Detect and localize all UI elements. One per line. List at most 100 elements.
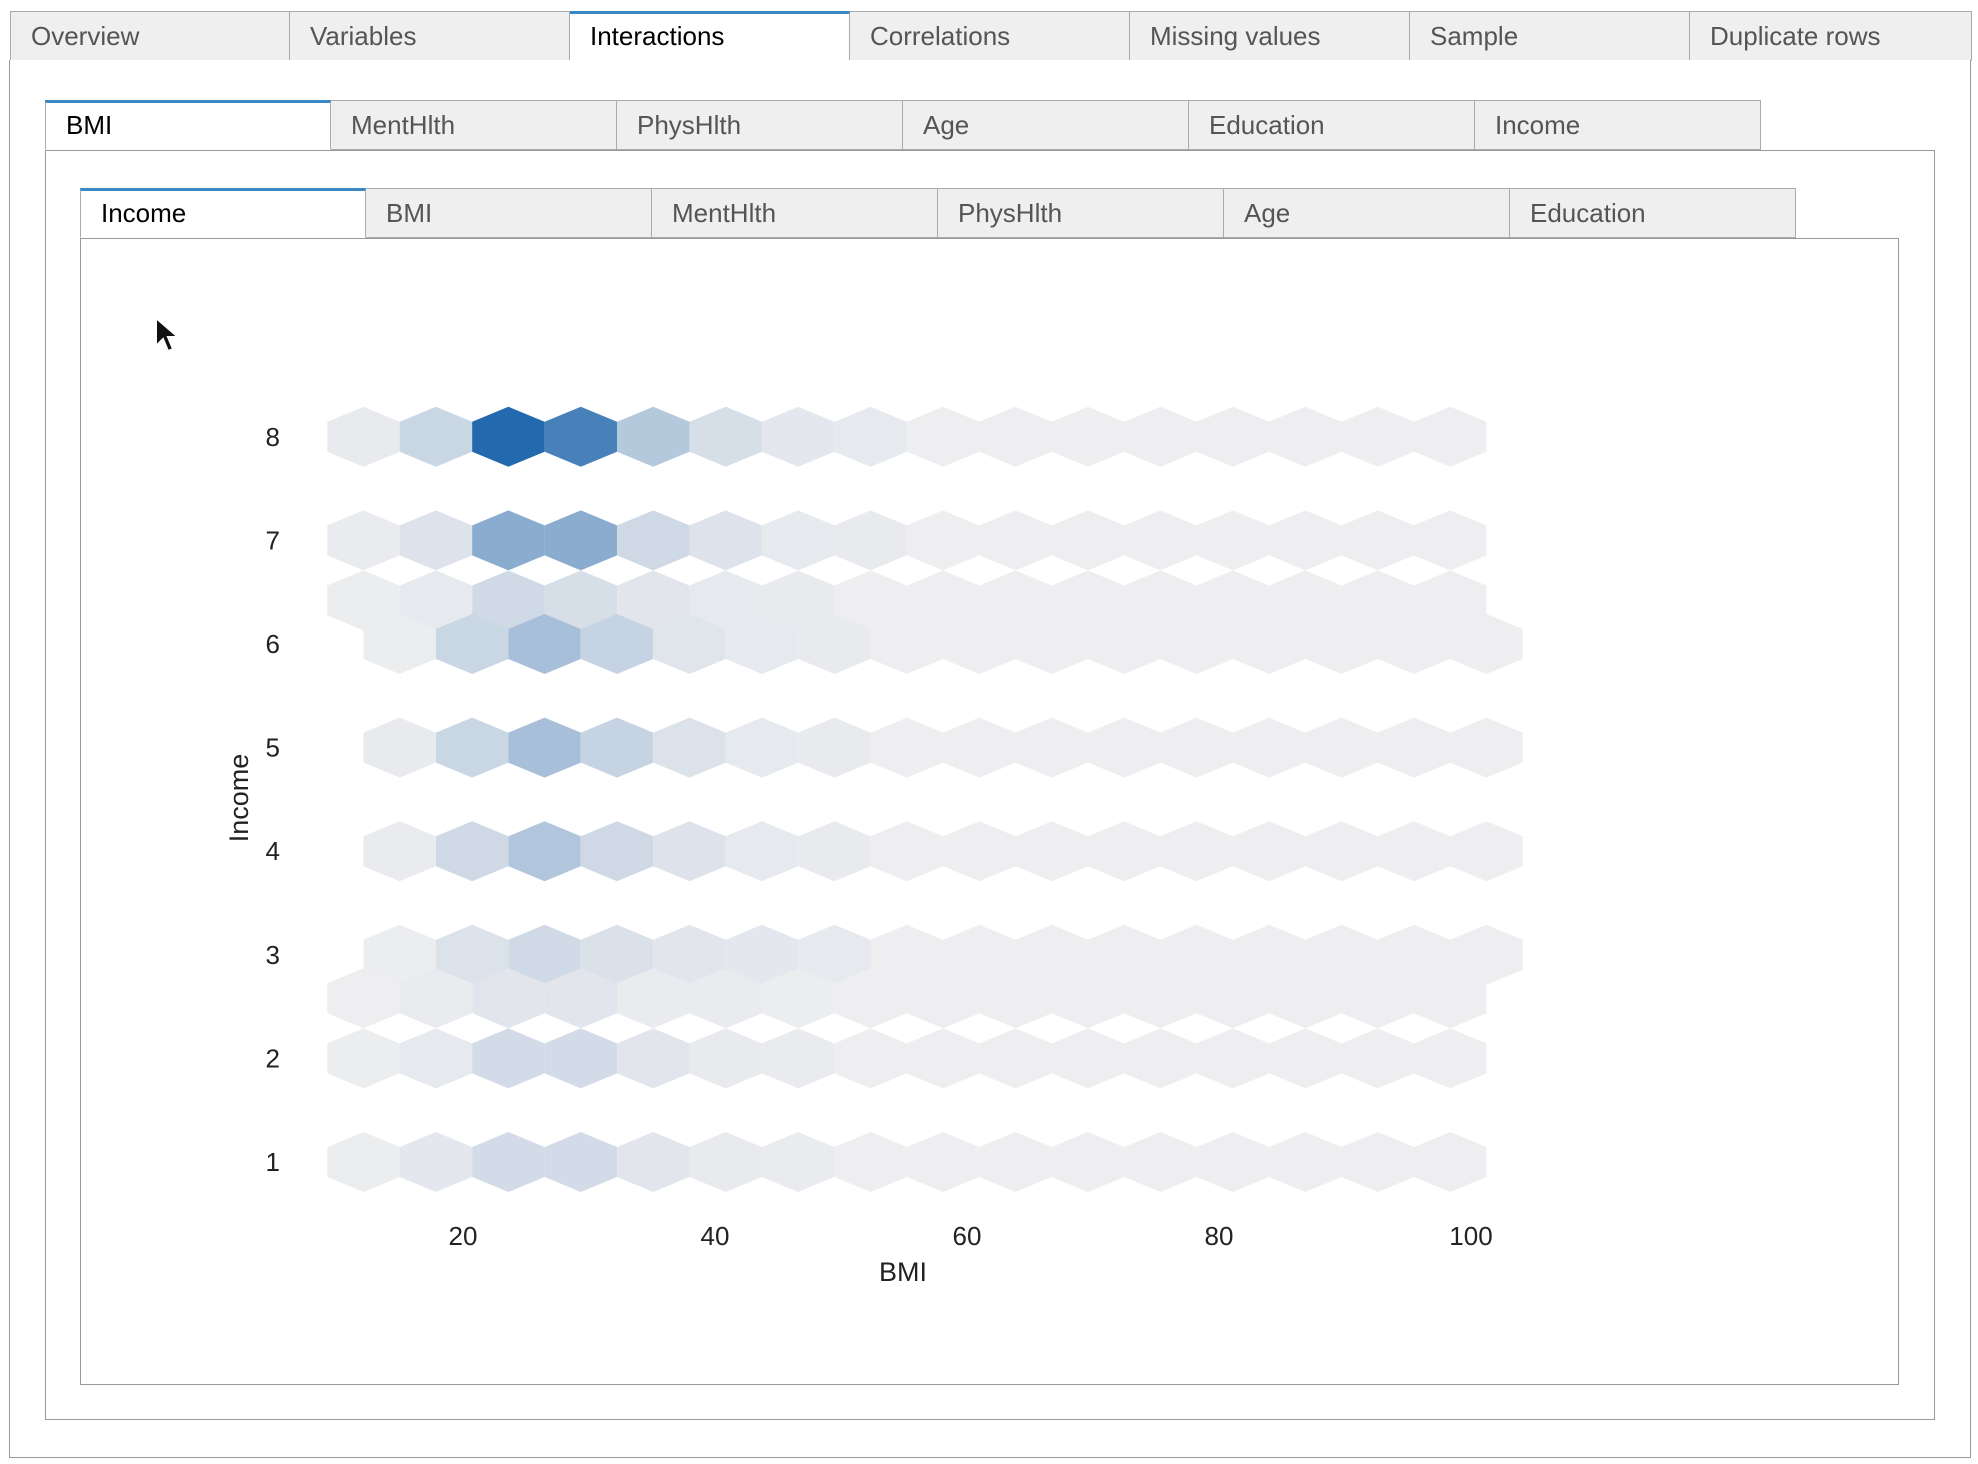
y-tab-bmi[interactable]: BMI <box>366 188 652 238</box>
hex-cell <box>435 614 509 674</box>
hex-cell <box>1232 924 1306 985</box>
hex-cell <box>1269 968 1342 1029</box>
hex-cell <box>689 570 762 631</box>
x-tick-label: 100 <box>1449 1221 1492 1251</box>
tab-missing-values[interactable]: Missing values <box>1130 11 1410 61</box>
x-tick-label: 20 <box>449 1221 478 1251</box>
x-tab-bmi[interactable]: BMI <box>45 100 331 150</box>
tab-overview[interactable]: Overview <box>10 11 290 61</box>
hex-cell <box>399 1132 473 1192</box>
hex-cell <box>472 1028 545 1089</box>
hex-cell <box>1196 510 1270 571</box>
hex-cell <box>1015 614 1088 674</box>
x-tab-physhlth[interactable]: PhysHlth <box>617 100 903 150</box>
y-tick-label: 3 <box>266 940 280 970</box>
y-tab-physhlth[interactable]: PhysHlth <box>938 188 1224 238</box>
hex-cell <box>1414 406 1487 467</box>
hex-cell <box>761 570 835 631</box>
hex-cell <box>906 406 980 467</box>
hex-cell <box>834 1028 907 1089</box>
hex-cell <box>979 968 1052 1029</box>
hex-cell <box>689 406 762 467</box>
x-tick-label: 60 <box>953 1221 982 1251</box>
hex-cell <box>472 570 545 631</box>
y-tick-label: 5 <box>266 733 280 763</box>
hex-cell <box>544 406 618 467</box>
hex-cell <box>1269 1132 1342 1192</box>
hex-cell <box>979 510 1052 571</box>
hex-cell <box>653 614 726 674</box>
hex-cell <box>327 510 400 571</box>
hex-cell <box>1450 717 1523 778</box>
y-tab-age[interactable]: Age <box>1224 188 1510 238</box>
hex-cell <box>1087 821 1161 882</box>
tab-sample[interactable]: Sample <box>1410 11 1690 61</box>
hex-cell <box>327 1132 400 1192</box>
hex-cell <box>1341 510 1414 571</box>
hex-cell <box>363 924 436 985</box>
hex-cell <box>580 821 654 882</box>
hex-cell <box>653 821 726 882</box>
y-tab-menthlth[interactable]: MentHlth <box>652 188 938 238</box>
hex-cell <box>798 717 871 778</box>
hex-cell <box>761 968 835 1029</box>
y-tick-label: 8 <box>266 422 280 452</box>
hex-cell <box>1377 924 1451 985</box>
hex-cell <box>508 614 581 674</box>
hex-cell <box>725 717 799 778</box>
hex-cell <box>617 968 690 1029</box>
hex-cell <box>508 924 581 985</box>
hex-cell <box>508 717 581 778</box>
hex-cell <box>1196 570 1270 631</box>
hex-cell <box>1196 1132 1270 1192</box>
hex-cell <box>943 717 1016 778</box>
hex-cell <box>725 614 799 674</box>
x-tab-education[interactable]: Education <box>1189 100 1475 150</box>
tab-correlations[interactable]: Correlations <box>850 11 1130 61</box>
hex-cell <box>617 1132 690 1192</box>
hex-cell <box>1196 1028 1270 1089</box>
y-tab-education[interactable]: Education <box>1510 188 1796 238</box>
hex-cell <box>798 821 871 882</box>
hex-cell <box>1087 614 1161 674</box>
x-tab-age[interactable]: Age <box>903 100 1189 150</box>
hex-cell <box>435 924 509 985</box>
x-tab-income[interactable]: Income <box>1475 100 1761 150</box>
hex-cell <box>943 821 1016 882</box>
hex-cell <box>725 924 799 985</box>
hex-cell <box>1269 1028 1342 1089</box>
hex-cell <box>1450 924 1523 985</box>
hex-cell <box>617 406 690 467</box>
hex-cell <box>472 968 545 1029</box>
hex-cell <box>472 1132 545 1192</box>
hex-cell <box>327 406 400 467</box>
hex-cell <box>979 406 1052 467</box>
hex-cell <box>689 1028 762 1089</box>
hex-cell <box>327 968 400 1029</box>
y-tick-label: 2 <box>266 1043 280 1073</box>
hex-cell <box>1051 1132 1125 1192</box>
y-variable-tab-bar: Income BMI MentHlth PhysHlth Age Educati… <box>80 188 1796 238</box>
hex-cell <box>1450 821 1523 882</box>
hex-cell <box>544 968 618 1029</box>
hex-cell <box>580 717 654 778</box>
hex-cell <box>1232 717 1306 778</box>
hex-cell <box>1232 821 1306 882</box>
hex-cell <box>1051 968 1125 1029</box>
hex-cell <box>906 1132 980 1192</box>
hex-cell <box>1341 968 1414 1029</box>
hex-cell <box>1160 717 1233 778</box>
x-tab-menthlth[interactable]: MentHlth <box>331 100 617 150</box>
y-axis-label: Income <box>224 754 254 843</box>
hex-cell <box>979 570 1052 631</box>
hex-cell <box>834 570 907 631</box>
y-tab-income[interactable]: Income <box>80 188 366 238</box>
hex-cell <box>1414 570 1487 631</box>
hex-cell <box>1305 717 1378 778</box>
hex-cell <box>435 717 509 778</box>
hex-cell <box>363 821 436 882</box>
hex-cell <box>617 510 690 571</box>
tab-duplicate-rows[interactable]: Duplicate rows <box>1690 11 1972 61</box>
hex-cell <box>761 1028 835 1089</box>
